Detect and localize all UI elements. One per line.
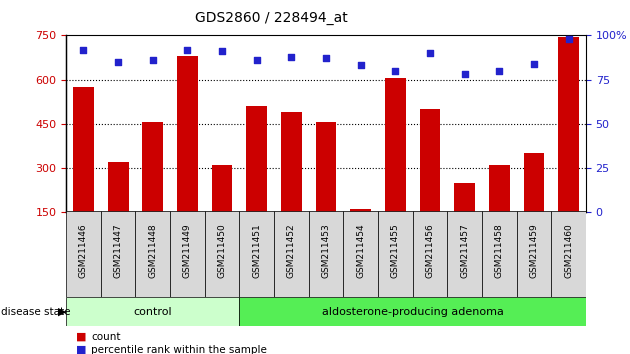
Bar [524, 153, 544, 212]
Bar [170, 211, 205, 297]
Bar [413, 211, 447, 297]
Text: disease state: disease state [1, 307, 71, 316]
Point [113, 59, 123, 65]
Text: GSM211447: GSM211447 [113, 224, 123, 278]
Bar [246, 106, 267, 212]
Text: ■: ■ [76, 332, 86, 342]
Text: GSM211457: GSM211457 [460, 224, 469, 278]
Bar [108, 162, 129, 212]
Bar [177, 56, 198, 212]
Bar [447, 211, 482, 297]
Point [78, 47, 88, 52]
Point [183, 47, 193, 52]
Bar [558, 37, 579, 212]
Text: ■: ■ [76, 345, 86, 354]
Text: GSM211460: GSM211460 [564, 224, 573, 278]
Text: GDS2860 / 228494_at: GDS2860 / 228494_at [195, 11, 347, 25]
Bar [482, 211, 517, 297]
Point [460, 72, 470, 77]
Text: control: control [134, 307, 172, 316]
Bar [73, 87, 94, 212]
Bar [551, 211, 586, 297]
Point [252, 57, 262, 63]
Point [147, 57, 158, 63]
Bar [343, 211, 378, 297]
Bar [66, 211, 101, 297]
Point [494, 68, 504, 74]
Text: GSM211448: GSM211448 [148, 224, 158, 278]
Bar [350, 210, 371, 212]
Bar [212, 165, 232, 212]
Bar [274, 211, 309, 297]
Text: GSM211451: GSM211451 [252, 224, 261, 278]
Text: GSM211456: GSM211456 [425, 224, 435, 278]
Text: GSM211449: GSM211449 [183, 224, 192, 278]
Point [563, 36, 573, 42]
Bar [489, 165, 510, 212]
Bar [281, 112, 302, 212]
Text: GSM211459: GSM211459 [529, 224, 539, 278]
Bar [239, 211, 274, 297]
Text: ▶: ▶ [58, 307, 66, 316]
Text: GSM211452: GSM211452 [287, 224, 296, 278]
Bar [66, 297, 239, 326]
Bar [142, 122, 163, 212]
Bar [454, 183, 475, 212]
Text: GSM211450: GSM211450 [217, 224, 227, 278]
Bar [517, 211, 551, 297]
Point [286, 54, 297, 59]
Text: aldosterone-producing adenoma: aldosterone-producing adenoma [322, 307, 503, 316]
Bar [135, 211, 170, 297]
Text: percentile rank within the sample: percentile rank within the sample [91, 345, 267, 354]
Text: GSM211446: GSM211446 [79, 224, 88, 278]
Point [425, 50, 435, 56]
Bar [205, 211, 239, 297]
Text: GSM211455: GSM211455 [391, 224, 400, 278]
Text: GSM211454: GSM211454 [356, 224, 365, 278]
Bar [239, 297, 586, 326]
Text: GSM211453: GSM211453 [321, 224, 331, 278]
Point [355, 63, 365, 68]
Point [390, 68, 400, 74]
Point [217, 48, 227, 54]
Text: GSM211458: GSM211458 [495, 224, 504, 278]
Point [321, 56, 331, 61]
Bar [309, 211, 343, 297]
Bar [378, 211, 413, 297]
Bar [101, 211, 135, 297]
Bar [385, 78, 406, 212]
Bar [316, 122, 336, 212]
Text: count: count [91, 332, 121, 342]
Bar [420, 109, 440, 212]
Point [529, 61, 539, 67]
